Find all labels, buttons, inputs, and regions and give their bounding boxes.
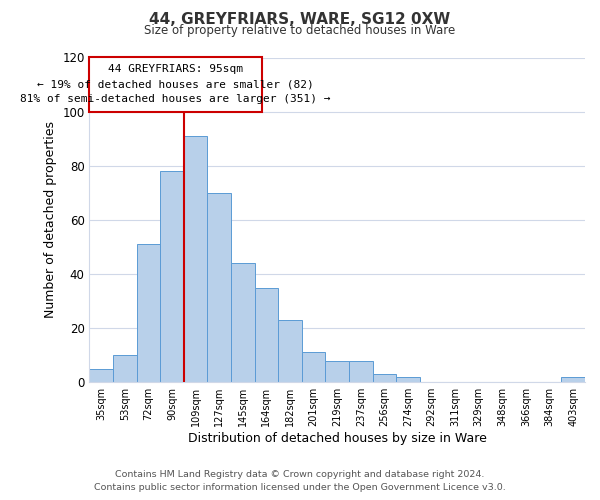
Text: 44 GREYFRIARS: 95sqm: 44 GREYFRIARS: 95sqm [108, 64, 243, 74]
Bar [562, 377, 585, 382]
Bar [184, 136, 208, 382]
Y-axis label: Number of detached properties: Number of detached properties [44, 122, 56, 318]
Bar [208, 193, 231, 382]
Bar [160, 171, 184, 382]
Text: Contains HM Land Registry data © Crown copyright and database right 2024.
Contai: Contains HM Land Registry data © Crown c… [94, 470, 506, 492]
Bar [89, 368, 113, 382]
Bar [396, 377, 420, 382]
Bar [325, 360, 349, 382]
Bar [278, 320, 302, 382]
Bar [373, 374, 396, 382]
Text: 81% of semi-detached houses are larger (351) →: 81% of semi-detached houses are larger (… [20, 94, 331, 104]
Text: 44, GREYFRIARS, WARE, SG12 0XW: 44, GREYFRIARS, WARE, SG12 0XW [149, 12, 451, 28]
X-axis label: Distribution of detached houses by size in Ware: Distribution of detached houses by size … [188, 432, 487, 445]
Text: Size of property relative to detached houses in Ware: Size of property relative to detached ho… [145, 24, 455, 37]
Bar [137, 244, 160, 382]
Bar [349, 360, 373, 382]
Bar [89, 58, 262, 112]
Bar [231, 263, 254, 382]
Bar [254, 288, 278, 382]
Bar [302, 352, 325, 382]
Bar [113, 355, 137, 382]
Text: ← 19% of detached houses are smaller (82): ← 19% of detached houses are smaller (82… [37, 79, 314, 89]
